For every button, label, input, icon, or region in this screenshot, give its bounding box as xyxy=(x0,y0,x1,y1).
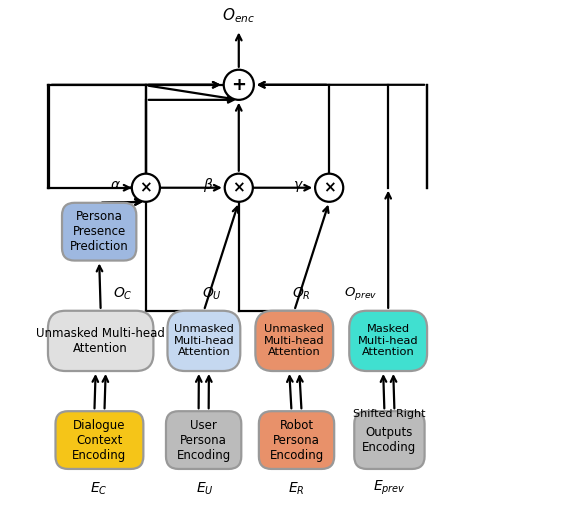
Circle shape xyxy=(225,174,253,202)
Text: $O_C$: $O_C$ xyxy=(113,285,133,302)
Text: $E_{prev}$: $E_{prev}$ xyxy=(373,478,406,496)
Text: Unmasked Multi-head
Attention: Unmasked Multi-head Attention xyxy=(36,327,165,355)
Text: Outputs
Encoding: Outputs Encoding xyxy=(362,426,417,454)
FancyBboxPatch shape xyxy=(349,311,427,371)
FancyBboxPatch shape xyxy=(166,411,241,469)
Text: Unmasked
Multi-head
Attention: Unmasked Multi-head Attention xyxy=(264,324,325,358)
Text: Masked
Multi-head
Attention: Masked Multi-head Attention xyxy=(358,324,418,358)
FancyBboxPatch shape xyxy=(55,411,143,469)
Text: ×: × xyxy=(139,180,152,195)
Text: $O_U$: $O_U$ xyxy=(202,285,222,302)
Text: $E_C$: $E_C$ xyxy=(90,480,108,496)
Text: User
Persona
Encoding: User Persona Encoding xyxy=(176,419,231,462)
Text: Persona
Presence
Prediction: Persona Presence Prediction xyxy=(70,210,128,253)
Text: $O_R$: $O_R$ xyxy=(292,285,311,302)
Text: β: β xyxy=(203,178,212,192)
Text: Dialogue
Context
Encoding: Dialogue Context Encoding xyxy=(72,419,127,462)
Circle shape xyxy=(315,174,343,202)
Text: Shifted Right: Shifted Right xyxy=(353,409,425,419)
Text: ×: × xyxy=(323,180,336,195)
Text: $E_R$: $E_R$ xyxy=(288,480,305,496)
Circle shape xyxy=(224,70,254,100)
Text: α: α xyxy=(110,178,119,192)
FancyBboxPatch shape xyxy=(62,203,136,261)
Text: $O_{prev}$: $O_{prev}$ xyxy=(344,284,377,302)
Text: Unmasked
Multi-head
Attention: Unmasked Multi-head Attention xyxy=(173,324,234,358)
Text: γ: γ xyxy=(294,178,302,192)
Text: $E_U$: $E_U$ xyxy=(196,480,213,496)
FancyBboxPatch shape xyxy=(354,411,425,469)
FancyBboxPatch shape xyxy=(48,311,153,371)
FancyBboxPatch shape xyxy=(259,411,334,469)
FancyBboxPatch shape xyxy=(168,311,240,371)
FancyBboxPatch shape xyxy=(255,311,333,371)
Text: $O_{enc}$: $O_{enc}$ xyxy=(223,6,255,24)
Circle shape xyxy=(132,174,160,202)
Text: Robot
Persona
Encoding: Robot Persona Encoding xyxy=(269,419,324,462)
Text: +: + xyxy=(231,76,246,94)
Text: ×: × xyxy=(232,180,245,195)
